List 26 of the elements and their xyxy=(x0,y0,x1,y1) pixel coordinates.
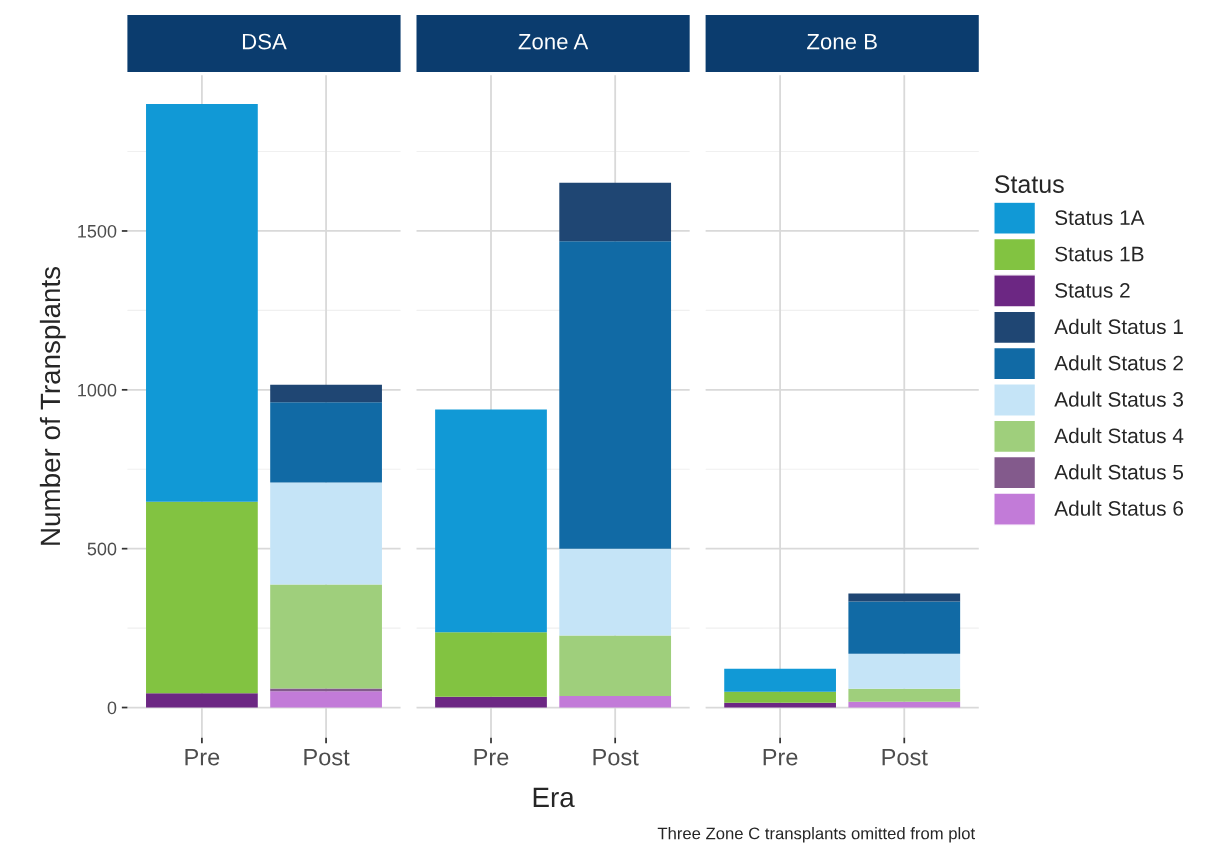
legend-title: Status xyxy=(994,175,1064,194)
chart-title: Zone A xyxy=(518,33,589,50)
x-axis-title: Era xyxy=(533,787,575,808)
x-tick-label: Pre xyxy=(185,749,220,766)
y-axis-title: Number of Transplants xyxy=(39,267,66,545)
legend-label: Adult Status 2 xyxy=(1054,355,1183,371)
legend-label: Adult Status 6 xyxy=(1054,500,1184,516)
chart-title: DSA xyxy=(242,33,287,50)
y-tick-label: 1000 xyxy=(78,383,117,397)
text: Three Zone C transplants omitted from plot xyxy=(657,827,975,843)
chart-title: Zone B xyxy=(807,33,877,50)
y-tick-label: 1500 xyxy=(78,224,117,238)
legend-label: Adult Status 5 xyxy=(1054,464,1184,480)
legend-label: Adult Status 1 xyxy=(1054,318,1183,335)
x-tick-label: Pre xyxy=(474,749,509,766)
legend-label: Status 1A xyxy=(1055,210,1145,226)
y-tick-label: 500 xyxy=(87,542,117,556)
y-tick-label: 0 xyxy=(107,701,117,715)
x-tick-label: Post xyxy=(304,749,350,766)
legend-label: Status 1B xyxy=(1055,246,1144,262)
legend-label: Adult Status 4 xyxy=(1054,427,1184,444)
x-tick-label: Pre xyxy=(763,749,798,766)
legend-label: Adult Status 3 xyxy=(1054,391,1184,407)
x-tick-label: Post xyxy=(593,749,639,766)
x-tick-label: Post xyxy=(882,749,928,766)
legend-label: Status 2 xyxy=(1055,283,1130,298)
